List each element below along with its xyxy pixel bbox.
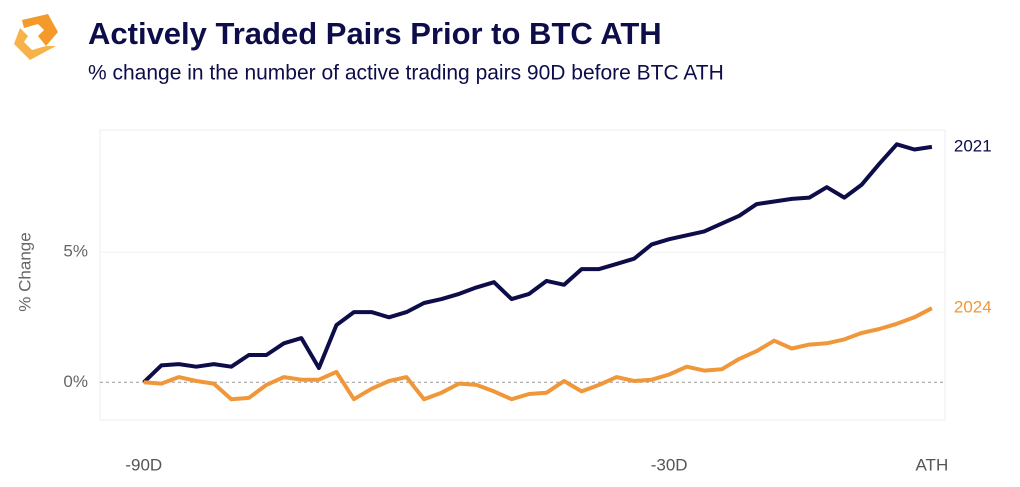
plot-frame	[99, 129, 946, 421]
chart-subtitle: % change in the number of active trading…	[88, 62, 724, 85]
x-tick-label: -30D	[651, 455, 688, 474]
series-line	[143, 306, 933, 402]
chart-title: Actively Traded Pairs Prior to BTC ATH	[88, 16, 662, 51]
series-line	[142, 142, 933, 384]
x-tick-label: ATH	[915, 455, 948, 474]
logo	[14, 14, 58, 60]
y-axis-label: % Change	[15, 232, 34, 311]
y-tick-label: 0%	[63, 372, 88, 391]
x-tick-label: -90D	[125, 455, 162, 474]
y-tick-label: 5%	[63, 242, 88, 261]
series-label: 2024	[954, 298, 992, 317]
series-label: 2021	[954, 136, 992, 155]
